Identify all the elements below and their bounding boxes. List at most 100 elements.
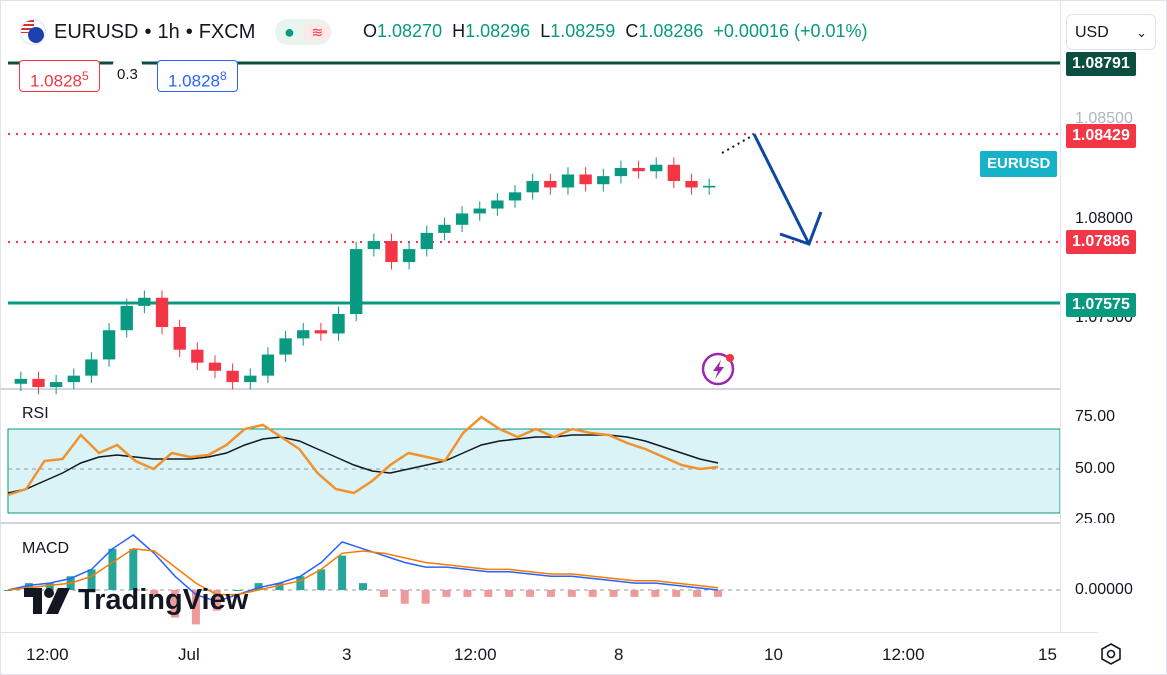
time-tick: 12:00: [882, 645, 925, 664]
candle: [473, 208, 486, 214]
macd-histogram-bar: [484, 590, 493, 597]
time-tick: Jul: [178, 645, 200, 664]
currency-select[interactable]: USD ⌄: [1066, 14, 1156, 50]
time-tick: 15: [1038, 645, 1057, 664]
projection-dotted-line: [721, 135, 753, 154]
candle: [349, 249, 363, 314]
candle: [455, 213, 469, 225]
candle: [491, 200, 504, 209]
macd-histogram-bar: [108, 548, 117, 590]
tradingview-logo-icon: [24, 587, 70, 614]
macd-histogram-bar: [526, 590, 535, 597]
macd-histogram-bar: [567, 590, 576, 597]
settings-icon[interactable]: [1100, 643, 1122, 665]
candle: [244, 375, 257, 383]
sell-price-button[interactable]: 1.08285: [19, 60, 100, 92]
time-axis-border: [0, 632, 1098, 633]
candle: [191, 349, 204, 363]
macd-histogram-bar: [714, 590, 722, 597]
candle: [102, 330, 116, 360]
macd-histogram-bar: [4, 590, 12, 591]
macd-histogram-bar: [400, 590, 409, 604]
candle: [579, 174, 592, 185]
candle: [85, 359, 98, 376]
signal-line: [7, 548, 719, 596]
candle: [297, 330, 310, 339]
macd-histogram-bar: [150, 590, 159, 597]
candle: [632, 168, 645, 172]
candle: [14, 378, 28, 384]
macd-histogram-bar: [212, 590, 221, 611]
candle: [526, 180, 539, 193]
macd-histogram-bar: [505, 590, 514, 597]
buy-price-button[interactable]: 1.08288: [157, 60, 238, 92]
candle: [32, 378, 45, 387]
candle: [561, 174, 575, 188]
candle: [208, 362, 222, 371]
candle: [138, 297, 151, 306]
candle: [667, 164, 681, 181]
chevron-down-icon: ⌄: [1136, 25, 1147, 40]
ohlc-values: O1.08270 H1.08296 L1.08259 C1.08286 +0.0…: [363, 21, 868, 41]
macd-histogram-bar: [609, 590, 618, 597]
macd-histogram-bar: [171, 590, 180, 618]
candle: [685, 180, 698, 188]
macd-tick: 0.00000: [1075, 581, 1133, 598]
candle: [226, 370, 239, 383]
time-tick: 8: [614, 645, 624, 664]
candle: [367, 241, 381, 250]
rsi-tick: 50.00: [1075, 460, 1116, 477]
macd-histogram-bar: [421, 590, 430, 604]
market-open-dot-icon: ●: [283, 21, 295, 42]
macd-histogram-bar: [24, 583, 33, 590]
tradingview-logo: TradingView: [24, 584, 248, 617]
macd-histogram-bar: [651, 590, 660, 597]
macd-histogram-bar: [338, 555, 347, 590]
projection-arrow-line: [752, 133, 811, 245]
candle: [614, 168, 628, 177]
candle: [650, 164, 663, 172]
candle: [438, 224, 451, 233]
candle: [49, 382, 63, 387]
chart-canvas[interactable]: [0, 0, 1060, 632]
candle: [314, 330, 328, 334]
macd-histogram-bar: [630, 590, 639, 597]
rsi-band: [7, 428, 1060, 514]
macd-histogram: [4, 548, 722, 625]
candle: [508, 192, 522, 201]
macd-histogram-bar: [45, 583, 54, 590]
candle: [385, 241, 398, 263]
candle: [420, 232, 433, 250]
candles-group: [14, 157, 716, 395]
symbol-tag: EURUSD: [980, 151, 1058, 177]
candle: [155, 297, 169, 327]
macd-histogram-bar: [254, 583, 263, 590]
spread-value: 0.3: [113, 60, 142, 90]
macd-label: MACD: [22, 540, 70, 557]
status-badge[interactable]: ● ≋: [275, 19, 332, 45]
macd-histogram-bar: [129, 548, 138, 590]
macd-histogram-bar: [588, 590, 597, 597]
macd-histogram-bar: [463, 590, 472, 597]
time-tick: 10: [764, 645, 783, 664]
time-tick: 3: [342, 645, 352, 664]
macd-histogram-bar: [191, 590, 200, 625]
price-tick: 1.08500: [1075, 110, 1133, 127]
macd-histogram-bar: [87, 569, 96, 590]
candle: [261, 354, 275, 376]
price-level-label: 1.07575: [1066, 293, 1136, 317]
symbol-name: EURUSD: [54, 20, 139, 43]
time-tick: 12:00: [26, 645, 69, 664]
macd-histogram-bar: [546, 590, 555, 597]
candle: [67, 375, 80, 383]
flash-icon: [701, 352, 735, 386]
candle: [597, 176, 610, 185]
macd-histogram-bar: [672, 590, 681, 597]
symbol-header[interactable]: EURUSD • 1h • FXCM ● ≋: [20, 19, 332, 45]
candle: [173, 326, 186, 350]
macd-histogram-bar: [317, 569, 326, 590]
macd-histogram-bar: [296, 576, 305, 590]
macd-histogram-bar: [233, 590, 242, 591]
wave-icon: ≋: [303, 23, 332, 41]
data-source: FXCM: [198, 20, 256, 43]
